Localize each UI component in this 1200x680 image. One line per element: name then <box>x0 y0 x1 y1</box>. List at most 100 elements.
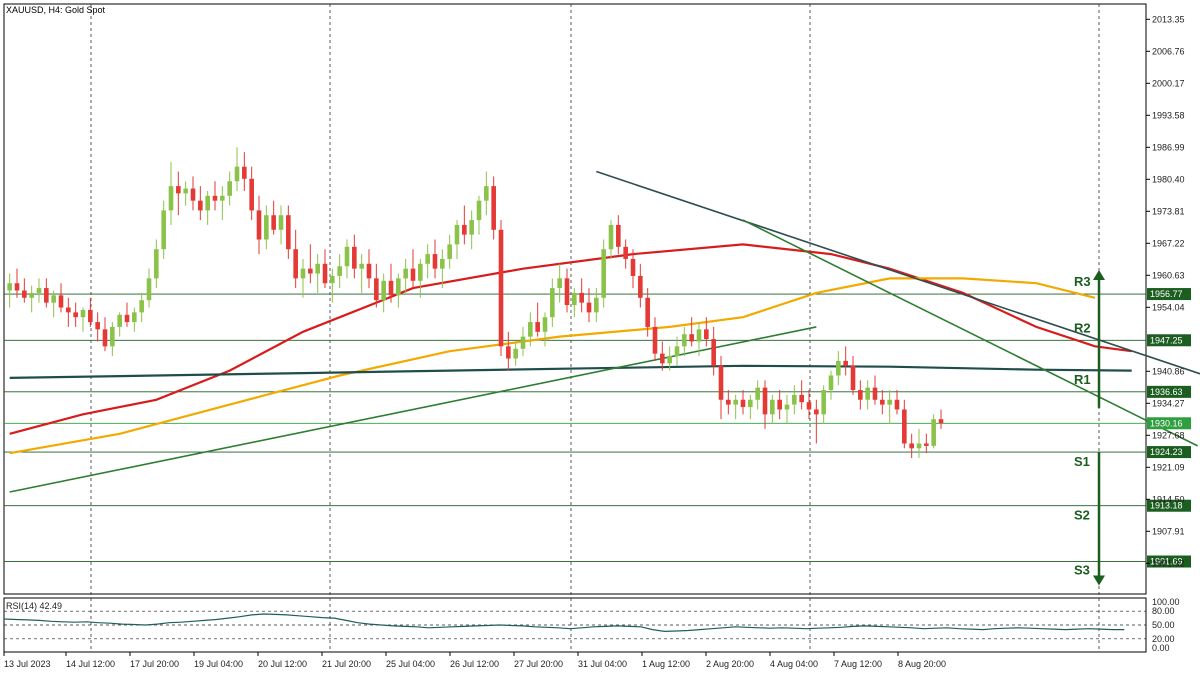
time-tick-label: 7 Aug 12:00 <box>834 659 882 669</box>
candlestick-series <box>7 147 944 459</box>
rsi-tick-label: 50.00 <box>1152 620 1175 630</box>
price-tick-label: 1954.04 <box>1152 302 1185 312</box>
price-tick-label: 1934.27 <box>1152 398 1185 408</box>
price-tick-label: 1980.40 <box>1152 174 1185 184</box>
candle <box>300 258 306 298</box>
level-tag-text: 1913.18 <box>1150 501 1183 511</box>
candle <box>102 317 108 352</box>
candle <box>36 278 42 303</box>
candle <box>374 263 379 308</box>
candle <box>73 302 78 327</box>
price-axis[interactable]: 1956.77 1947.25 1936.63 1930.16 1924.23 1913.… <box>1146 14 1191 568</box>
time-tick-label: 1 Aug 12:00 <box>642 659 690 669</box>
candle <box>931 414 936 449</box>
candle <box>227 171 232 206</box>
price-tick-label: 2013.35 <box>1152 14 1185 24</box>
candle <box>784 394 790 425</box>
candle <box>586 288 592 323</box>
price-tick-label: 1993.58 <box>1152 110 1185 120</box>
candle <box>564 268 570 313</box>
candle <box>352 234 357 279</box>
moving-average-line <box>9 364 1132 379</box>
candle <box>843 346 848 376</box>
candle <box>315 254 320 293</box>
candle <box>476 195 482 235</box>
candle <box>286 205 291 259</box>
level-label-s2: S2 <box>1074 508 1090 523</box>
up-arrow-head <box>1093 270 1105 281</box>
candle <box>506 331 511 371</box>
trendline[interactable] <box>596 170 1200 381</box>
rsi-label: RSI(14) 42.49 <box>6 601 62 611</box>
level-tag: 1956.77 <box>1147 288 1191 301</box>
candle <box>740 390 746 415</box>
time-tick-label: 14 Jul 12:00 <box>66 659 115 669</box>
candle <box>278 205 284 245</box>
price-tick-label: 1960.63 <box>1152 270 1185 280</box>
moving-average-line <box>9 243 1132 435</box>
candle <box>828 370 834 400</box>
candle <box>190 176 196 211</box>
level-label-s3: S3 <box>1074 563 1090 578</box>
candle <box>22 278 27 303</box>
candle <box>645 288 650 337</box>
down-arrow-head <box>1093 575 1105 586</box>
candle <box>498 220 504 357</box>
candle <box>535 302 540 337</box>
candle <box>388 263 394 303</box>
candle <box>403 258 408 293</box>
trendline[interactable] <box>9 326 817 493</box>
candle <box>528 312 533 347</box>
candle <box>117 312 122 337</box>
time-tick-label: 26 Jul 12:00 <box>450 659 499 669</box>
candle <box>616 215 621 255</box>
candle <box>381 273 386 313</box>
price-tick-label: 1914.50 <box>1152 494 1185 504</box>
candle <box>205 190 210 225</box>
time-tick-label: 27 Jul 20:00 <box>514 659 563 669</box>
candle <box>330 268 335 303</box>
candle <box>601 239 606 308</box>
candle <box>88 297 93 327</box>
level-tag: 1930.16 <box>1147 417 1191 430</box>
time-axis[interactable]: 13 Jul 2023 14 Jul 12:00 17 Jul 20:00 19 Ju… <box>3 652 946 669</box>
candle <box>249 166 254 221</box>
rsi-tick-label: 100.00 <box>1152 597 1180 607</box>
candle <box>887 390 892 425</box>
candle <box>777 390 782 420</box>
level-label-r1: R1 <box>1074 372 1091 387</box>
candle <box>139 292 144 323</box>
candle <box>44 278 49 308</box>
candle <box>271 200 276 235</box>
candle <box>902 399 907 449</box>
candle <box>572 288 577 318</box>
price-tick-label: 1927.68 <box>1152 430 1185 440</box>
candle <box>80 307 86 332</box>
trendline[interactable] <box>742 219 1199 447</box>
level-tag-text: 1924.23 <box>1150 447 1183 457</box>
candle <box>484 171 489 216</box>
level-tag: 1947.25 <box>1147 334 1191 347</box>
candle <box>454 220 460 259</box>
candle <box>110 322 115 357</box>
candle <box>916 428 922 459</box>
sr-labels: R3 R2 R1 S1 S2 S3 <box>1074 274 1091 577</box>
candle <box>638 263 643 308</box>
candle <box>674 336 680 366</box>
candle <box>410 249 416 289</box>
level-label-r2: R2 <box>1074 320 1091 335</box>
candle <box>814 399 819 444</box>
candle <box>264 205 269 250</box>
candle <box>733 394 738 420</box>
candle <box>711 326 716 376</box>
candle <box>608 220 614 259</box>
rsi-tick-label: 20.00 <box>1152 634 1175 644</box>
trendlines[interactable] <box>9 170 1200 493</box>
candle <box>432 239 438 279</box>
time-tick-label: 13 Jul 2023 <box>4 659 51 669</box>
price-tick-label: 2000.17 <box>1152 78 1185 88</box>
time-tick-label: 8 Aug 20:00 <box>898 659 946 669</box>
